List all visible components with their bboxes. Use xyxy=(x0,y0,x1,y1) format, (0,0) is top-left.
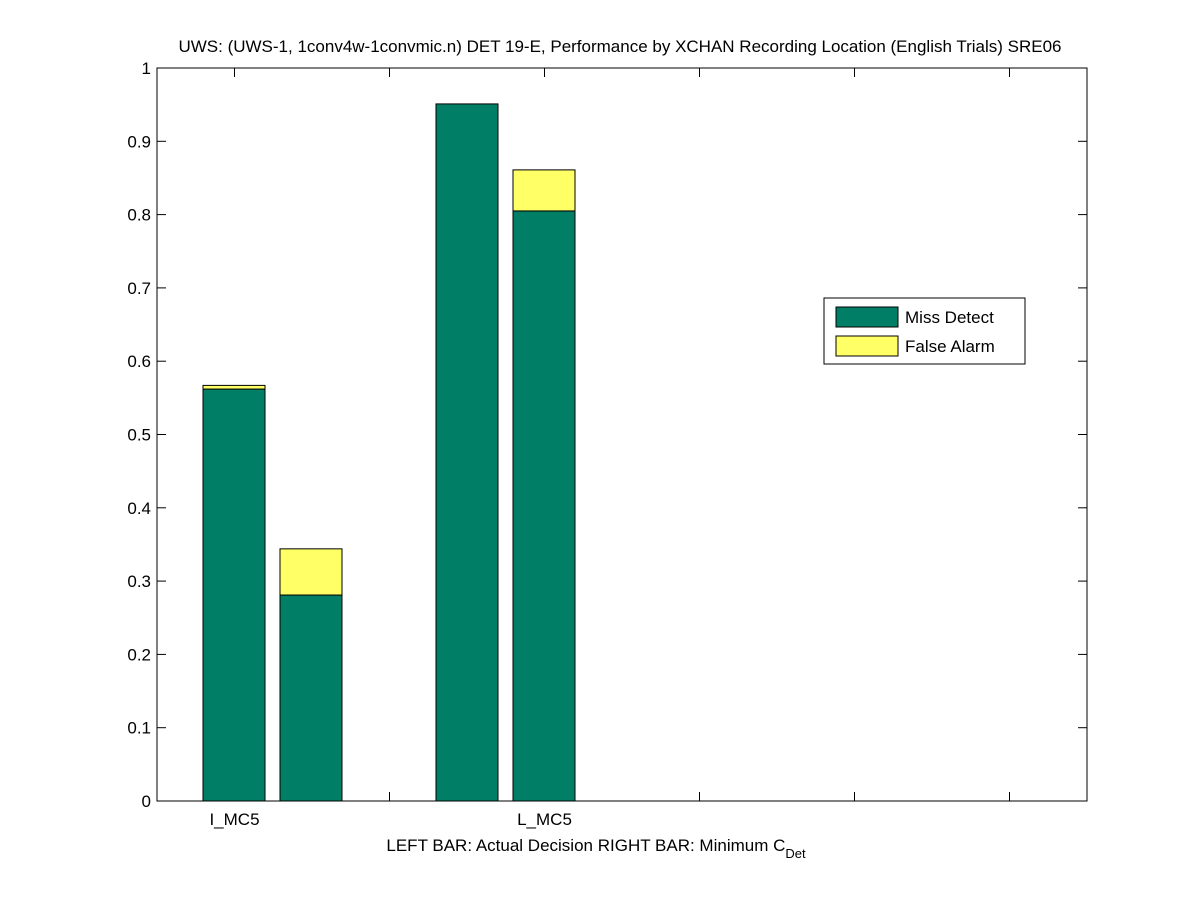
y-tick-label: 0.5 xyxy=(127,426,151,445)
bar-miss-detect xyxy=(279,594,343,802)
bar-false-alarm xyxy=(202,384,266,390)
legend-swatch xyxy=(835,335,899,357)
x-axis-label-subscript: Det xyxy=(785,846,806,861)
legend-swatch xyxy=(835,306,899,328)
y-tick-label: 0.7 xyxy=(127,279,151,298)
bar-false-alarm xyxy=(512,169,576,212)
y-tick-label: 0 xyxy=(142,792,151,811)
chart-title: UWS: (UWS-1, 1conv4w-1convmic.n) DET 19-… xyxy=(178,37,1061,56)
bar-miss-detect xyxy=(435,103,499,802)
y-tick-label: 1 xyxy=(142,59,151,78)
y-tick-label: 0.8 xyxy=(127,206,151,225)
x-axis-label: LEFT BAR: Actual Decision RIGHT BAR: Min… xyxy=(386,836,806,861)
y-tick-label: 0.1 xyxy=(127,719,151,738)
y-tick-label: 0.6 xyxy=(127,352,151,371)
plot-area: 0 0.1 0.2 0.3 0.4 0.5 0.6 0.7 0.8 0.9 1 I_MC5 L_MC5 xyxy=(127,59,1088,829)
y-tick-label: 0.2 xyxy=(127,645,151,664)
x-tick-label: I_MC5 xyxy=(209,810,259,829)
y-tick-label: 0.9 xyxy=(127,132,151,151)
svg-text:LEFT BAR: Actual Decision: LEFT BAR: Actual Decision RIGHT BAR: Min… xyxy=(386,836,806,861)
x-tick-label: L_MC5 xyxy=(517,810,572,829)
bar-miss-detect xyxy=(512,210,576,802)
bar-miss-detect xyxy=(202,388,266,802)
bar-false-alarm xyxy=(279,548,343,596)
y-tick-label: 0.3 xyxy=(127,572,151,591)
legend-label: Miss Detect xyxy=(905,308,994,327)
legend: Miss Detect False Alarm xyxy=(823,297,1026,365)
x-axis-label-main: LEFT BAR: Actual Decision RIGHT BAR: Min… xyxy=(386,836,785,855)
y-tick-label: 0.4 xyxy=(127,499,151,518)
legend-label: False Alarm xyxy=(905,337,995,356)
